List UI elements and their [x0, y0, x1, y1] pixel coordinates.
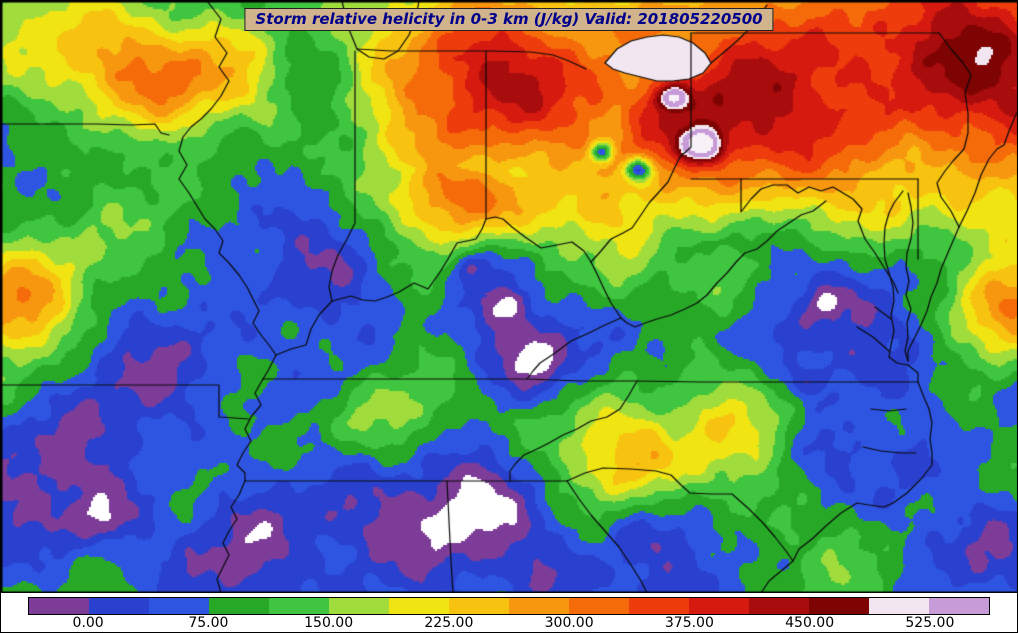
helicity-field-map: [1, 1, 1017, 593]
colorbar-segment: [869, 598, 929, 614]
colorbar-segment: [209, 598, 269, 614]
colorbar-segment: [89, 598, 149, 614]
colorbar-segment: [149, 598, 209, 614]
map-title: Storm relative helicity in 0-3 km (J/kg)…: [244, 8, 774, 31]
colorbar-tick-label: 150.00: [304, 615, 354, 631]
colorbar-segment: [629, 598, 689, 614]
colorbar-tick-label: 225.00: [424, 615, 474, 631]
colorbar-segment: [29, 598, 89, 614]
colorbar-tick-label: 525.00: [905, 615, 955, 631]
colorbar-tick-label: 75.00: [188, 615, 229, 631]
colorbar-segment: [929, 598, 989, 614]
colorbar-segment: [809, 598, 869, 614]
colorbar-segment: [269, 598, 329, 614]
colorbar-segment: [329, 598, 389, 614]
colorbar: [28, 597, 990, 615]
colorbar-tick-labels: 0.00 75.00 150.00 225.00 300.00 375.00 450.00 5…: [28, 615, 990, 632]
colorbar-tick-label: 375.00: [664, 615, 714, 631]
colorbar-segment: [389, 598, 449, 614]
colorbar-segment: [449, 598, 509, 614]
colorbar-segment: [749, 598, 809, 614]
colorbar-tick-label: 0.00: [72, 615, 104, 631]
colorbar-segment: [509, 598, 569, 614]
colorbar-tick-label: 450.00: [785, 615, 835, 631]
colorbar-segment: [569, 598, 629, 614]
colorbar-segment: [689, 598, 749, 614]
colorbar-tick-label: 300.00: [544, 615, 594, 631]
